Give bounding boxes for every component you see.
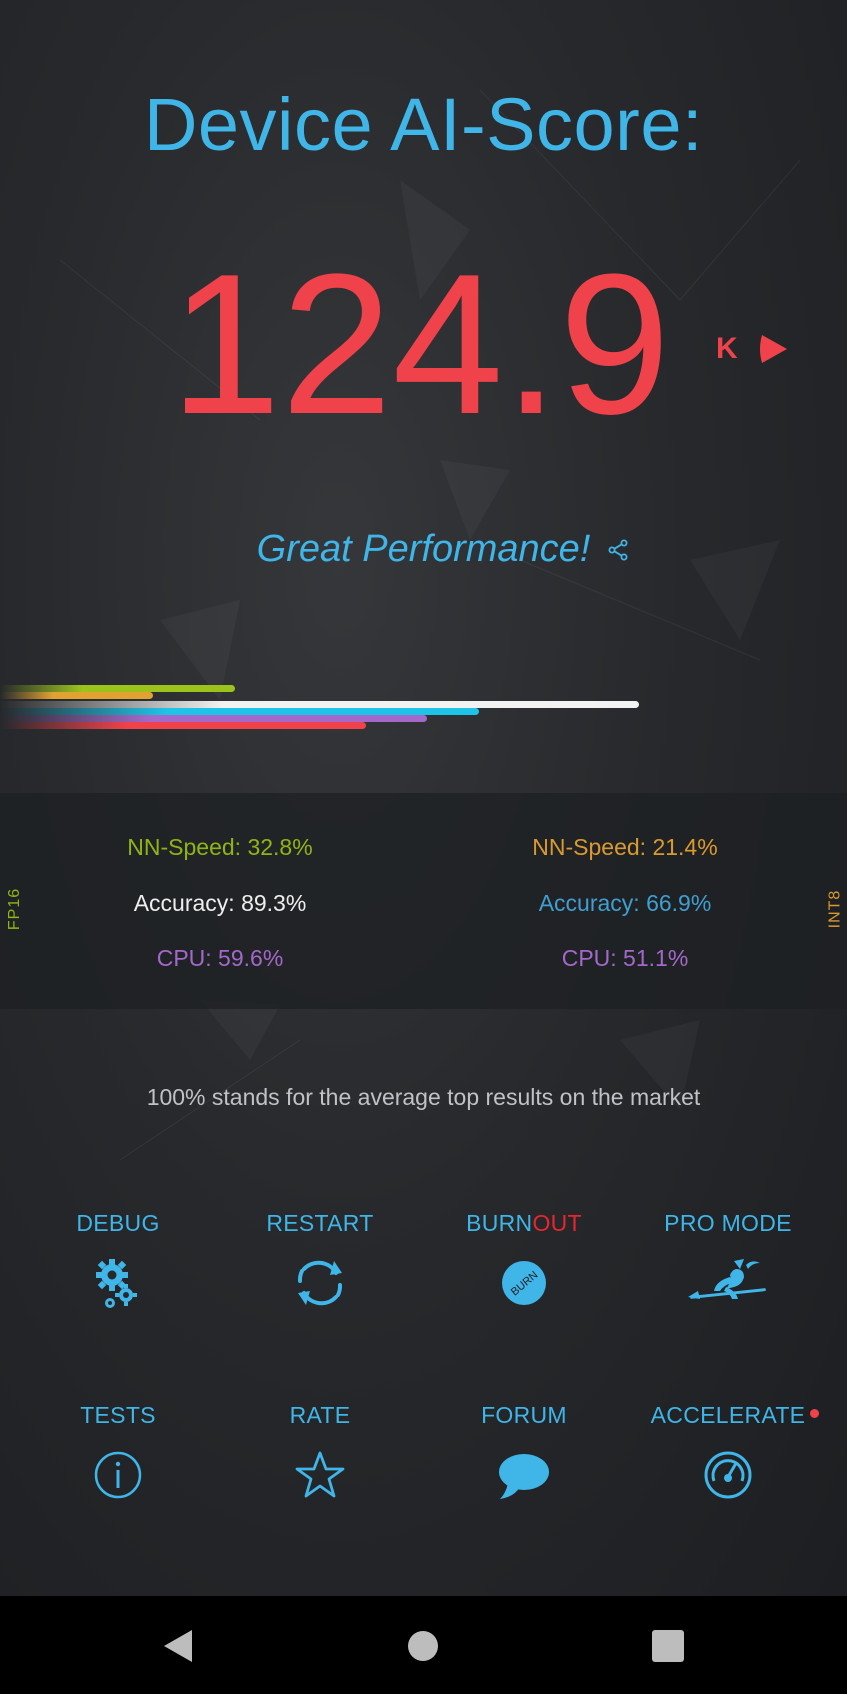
background-decoration: [59, 89, 801, 1161]
rate-button[interactable]: RATE: [220, 1402, 420, 1503]
int8-accuracy: Accuracy: 66.9%: [538, 890, 712, 916]
accelerate-button[interactable]: ACCELERATE: [628, 1402, 828, 1503]
burnout-label: BURNOUT: [424, 1210, 624, 1237]
fp16-nn-speed: NN-Speed: 32.8%: [127, 834, 313, 860]
play-icon[interactable]: [756, 332, 790, 366]
pro-mode-label: PRO MODE: [664, 1210, 792, 1236]
accelerate-label: ACCELERATE: [650, 1402, 806, 1428]
burn-icon: BURN: [502, 1261, 546, 1305]
app-screen: Device AI-Score: 124.9 K Great Performan…: [0, 0, 847, 1596]
page-title: Device AI-Score:: [143, 83, 704, 166]
int8-cpu: CPU: 51.1%: [561, 945, 689, 971]
debug-label: DEBUG: [76, 1210, 160, 1236]
share-icon[interactable]: [606, 538, 630, 562]
chat-bubble-icon: [499, 1454, 549, 1499]
score-progress-bars: [0, 680, 847, 730]
notification-dot: [810, 1409, 819, 1418]
progress-bar-fp16-nn-speed: [0, 685, 235, 692]
forum-button[interactable]: FORUM: [424, 1402, 624, 1503]
witch-icon: [688, 1259, 766, 1299]
recents-icon[interactable]: [648, 1626, 688, 1666]
stats-panel: [0, 793, 847, 1009]
score-unit: K: [716, 332, 738, 365]
rate-label: RATE: [289, 1402, 351, 1428]
burnout-label-burn: BURN: [466, 1210, 533, 1236]
speedometer-icon: [704, 1451, 752, 1499]
int8-label: INT8: [826, 889, 844, 929]
star-icon: [295, 1451, 345, 1498]
performance-label: Great Performance!: [256, 528, 591, 570]
burnout-label-out: OUT: [532, 1210, 582, 1236]
progress-bar-fp16-accuracy: [0, 701, 639, 708]
progress-bar-int8-cpu: [0, 722, 366, 729]
burnout-button[interactable]: BURNOUT BURN: [424, 1210, 624, 1311]
tests-label: TESTS: [80, 1402, 156, 1428]
int8-nn-speed: NN-Speed: 21.4%: [532, 834, 718, 860]
refresh-icon: [297, 1260, 343, 1306]
restart-label: RESTART: [266, 1210, 374, 1236]
fp16-cpu: CPU: 59.6%: [156, 945, 284, 971]
progress-bar-int8-accuracy: [0, 708, 479, 715]
progress-bar-fp16-cpu: [0, 715, 427, 722]
fp16-accuracy: Accuracy: 89.3%: [133, 890, 307, 916]
system-navbar: [0, 1596, 847, 1694]
debug-button[interactable]: DEBUG: [18, 1210, 218, 1311]
pro-mode-button[interactable]: PRO MODE: [628, 1210, 828, 1311]
back-icon[interactable]: [158, 1626, 198, 1666]
info-icon: [94, 1451, 142, 1499]
ai-score-value: 124.9: [169, 233, 671, 456]
gears-icon: [96, 1259, 137, 1308]
tests-button[interactable]: TESTS: [18, 1402, 218, 1503]
progress-bar-int8-nn-speed: [0, 692, 153, 699]
restart-button[interactable]: RESTART: [220, 1210, 420, 1311]
fp16-label: FP16: [6, 887, 24, 931]
score-footnote: 100% stands for the average top results …: [146, 1084, 701, 1110]
forum-label: FORUM: [481, 1402, 567, 1428]
home-icon[interactable]: [403, 1626, 443, 1666]
